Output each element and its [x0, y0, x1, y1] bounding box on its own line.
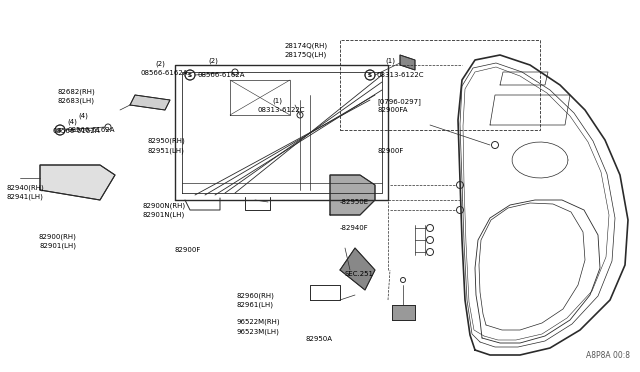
Polygon shape [392, 305, 415, 320]
Text: 82900FA: 82900FA [378, 107, 408, 113]
Text: S: S [58, 128, 62, 132]
Polygon shape [130, 95, 170, 110]
Text: SEC.251: SEC.251 [344, 271, 373, 277]
Text: (4): (4) [78, 113, 88, 119]
Polygon shape [400, 55, 415, 70]
Text: 08313-6122C: 08313-6122C [257, 107, 305, 113]
Text: S: S [368, 73, 372, 77]
Text: 82901N(LH): 82901N(LH) [142, 212, 184, 218]
Text: 82941(LH): 82941(LH) [6, 194, 44, 201]
Text: 82900(RH): 82900(RH) [39, 233, 77, 240]
Text: (4): (4) [67, 119, 77, 125]
Text: 82950A: 82950A [306, 336, 333, 342]
Polygon shape [330, 175, 375, 215]
Text: S: S [188, 73, 192, 77]
Text: 82900N(RH): 82900N(RH) [142, 202, 185, 209]
Text: 82951(LH): 82951(LH) [147, 147, 184, 154]
Text: S: S [58, 128, 62, 132]
Text: 08566-6162A: 08566-6162A [141, 70, 188, 76]
Text: (2): (2) [156, 61, 165, 67]
Text: -82950E: -82950E [339, 199, 369, 205]
Text: 28174Q(RH): 28174Q(RH) [285, 43, 328, 49]
Text: 82950(RH): 82950(RH) [147, 138, 185, 144]
Text: 82683(LH): 82683(LH) [58, 97, 95, 104]
Text: S: S [188, 73, 192, 77]
Text: 08566-6162A: 08566-6162A [67, 127, 115, 133]
Text: 96522M(RH): 96522M(RH) [237, 318, 280, 325]
Text: 82682(RH): 82682(RH) [58, 88, 95, 95]
Polygon shape [340, 248, 375, 290]
Text: 08566-6162A: 08566-6162A [52, 128, 100, 134]
Text: 96523M(LH): 96523M(LH) [237, 329, 280, 336]
Text: 82940(RH): 82940(RH) [6, 185, 44, 192]
Text: 28175Q(LH): 28175Q(LH) [285, 52, 327, 58]
Text: [0796-0297]: [0796-0297] [378, 98, 422, 105]
Text: 08313-6122C: 08313-6122C [377, 72, 424, 78]
Text: 82901(LH): 82901(LH) [40, 242, 77, 249]
Polygon shape [40, 165, 115, 200]
Text: S: S [368, 73, 372, 77]
Text: 08566-6162A: 08566-6162A [198, 72, 246, 78]
Text: 82900F: 82900F [174, 247, 200, 253]
Text: 82961(LH): 82961(LH) [237, 302, 274, 308]
Text: -82940F: -82940F [339, 225, 368, 231]
Text: 82960(RH): 82960(RH) [237, 292, 275, 299]
Text: A8P8A 00:8: A8P8A 00:8 [586, 351, 630, 360]
Text: (1): (1) [385, 58, 395, 64]
Text: 82900F: 82900F [378, 148, 404, 154]
Text: (2): (2) [208, 58, 218, 64]
Text: (1): (1) [272, 98, 282, 105]
